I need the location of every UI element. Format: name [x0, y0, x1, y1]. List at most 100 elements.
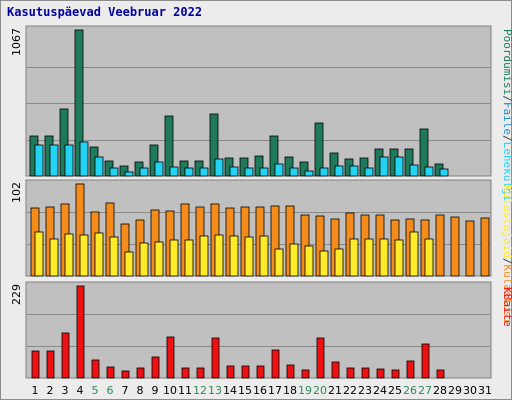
bar-Pöördumisi-15 — [239, 157, 249, 177]
bar-Külastajaid-3 — [64, 233, 74, 277]
x-tick-label: 22 — [343, 384, 357, 397]
bar-Lehekülgi-8 — [139, 167, 149, 177]
x-tick-label: 31 — [478, 384, 492, 397]
bar-Lehekülgi-25 — [394, 156, 404, 177]
bar-Külastajaid-6 — [109, 236, 119, 277]
y-axis-max-label: 102 — [10, 182, 23, 203]
bar-Külastajaid-12 — [199, 235, 209, 277]
x-tick-label: 16 — [253, 384, 267, 397]
bar-Külastajaid-13 — [214, 234, 224, 277]
bar-KBaite-23 — [361, 367, 370, 379]
bar-Lehekülgi-22 — [349, 165, 359, 177]
bar-Külastajaid-26 — [409, 231, 419, 277]
x-tick-label: 3 — [62, 384, 69, 397]
bar-Lehekülgi-27 — [424, 166, 434, 177]
legend-entry: Lehekülgi — [501, 142, 512, 202]
legend-entry: / — [501, 135, 512, 142]
bar-Lehekülgi-11 — [184, 167, 194, 177]
x-tick-label: 5 — [92, 384, 99, 397]
bar-KBaite-3 — [61, 332, 70, 379]
legend-entry: KBaite — [501, 287, 512, 327]
bar-Lehekülgi-7 — [124, 171, 134, 177]
bar-Lehekülgi-1 — [34, 144, 44, 177]
bar-Lehekülgi-17 — [274, 163, 284, 177]
series-Lehekülgi — [34, 141, 449, 177]
bar-KBaite-12 — [196, 367, 205, 379]
bar-Külastajaid-8 — [139, 242, 149, 277]
panel-3: 229 KBaite — [10, 281, 512, 379]
bar-Külastajaid-2 — [49, 238, 59, 277]
bar-Külastajaid-15 — [244, 236, 254, 277]
bar-Külastajaid-14 — [229, 235, 239, 277]
x-tick-label: 6 — [107, 384, 114, 397]
bar-KBaite-24 — [376, 368, 385, 379]
x-tick-label: 13 — [208, 384, 222, 397]
bar-Lehekülgi-18 — [289, 167, 299, 177]
bar-Pöördumisi-10 — [164, 115, 174, 177]
y-axis-max-label: 229 — [10, 284, 23, 305]
legend-entry: / — [501, 95, 512, 102]
bar-KBaite-25 — [391, 369, 400, 379]
bar-KBaite-21 — [331, 361, 340, 379]
bar-Lehekülgi-10 — [169, 166, 179, 177]
bar-Külastajaid-23 — [364, 238, 374, 277]
plot-area — [25, 25, 492, 177]
y-axis-max-label: 1067 — [10, 28, 23, 56]
bar-Pöördumisi-27 — [419, 128, 429, 177]
bar-Lehekülgi-21 — [334, 165, 344, 177]
x-tick-label: 21 — [328, 384, 342, 397]
bar-Külastajaid-10 — [169, 239, 179, 277]
bar-KBaite-9 — [151, 356, 160, 379]
bar-Külastajaid-4 — [79, 234, 89, 277]
bar-Külastajaid-27 — [424, 238, 434, 277]
bar-Külastusi-29 — [450, 216, 460, 277]
bar-Külastajaid-5 — [94, 232, 104, 277]
legend: Pöördumisi/Faile/Lehekülgi — [501, 29, 512, 201]
bar-KBaite-7 — [121, 370, 130, 379]
x-tick-label: 1 — [32, 384, 39, 397]
bar-Pöördumisi-13 — [209, 113, 219, 177]
bar-Lehekülgi-23 — [364, 167, 374, 177]
bar-Külastajaid-24 — [379, 238, 389, 277]
x-tick-label: 23 — [358, 384, 372, 397]
bar-Lehekülgi-4 — [79, 141, 89, 177]
bar-Pöördumisi-4 — [74, 29, 84, 177]
bar-KBaite-11 — [181, 367, 190, 379]
bar-Lehekülgi-16 — [259, 167, 269, 177]
bar-KBaite-26 — [406, 360, 415, 379]
bar-KBaite-17 — [271, 349, 280, 379]
legend-entry: Faile — [501, 102, 512, 135]
x-tick-label: 25 — [388, 384, 402, 397]
bar-Külastajaid-21 — [334, 248, 344, 277]
panel-2: 102 Külastajaid/Külastusi — [10, 179, 512, 324]
x-tick-label: 2 — [47, 384, 54, 397]
bar-KBaite-28 — [436, 369, 445, 379]
bar-Külastajaid-25 — [394, 239, 404, 277]
bar-KBaite-10 — [166, 336, 175, 379]
bar-Külastajaid-1 — [34, 231, 44, 277]
x-tick-label: 24 — [373, 384, 387, 397]
bar-KBaite-14 — [226, 365, 235, 379]
x-tick-label: 18 — [283, 384, 297, 397]
bar-Pöördumisi-3 — [59, 108, 69, 177]
bar-Lehekülgi-6 — [109, 167, 119, 177]
legend-entry: Pöördumisi — [501, 29, 512, 95]
x-tick-label: 9 — [152, 384, 159, 397]
bar-KBaite-27 — [421, 343, 430, 379]
bar-KBaite-4 — [76, 285, 85, 379]
bar-Külastusi-31 — [480, 217, 490, 277]
bar-Lehekülgi-3 — [64, 144, 74, 177]
x-tick-label: 17 — [268, 384, 282, 397]
bar-Külastusi-28 — [435, 214, 445, 277]
bar-KBaite-8 — [136, 367, 145, 379]
bar-Pöördumisi-19 — [299, 161, 309, 177]
bar-Lehekülgi-2 — [49, 144, 59, 177]
series-KBaite — [31, 285, 445, 379]
x-tick-label: 8 — [137, 384, 144, 397]
bar-Pöördumisi-18 — [284, 156, 294, 177]
bar-Lehekülgi-9 — [154, 161, 164, 177]
bar-KBaite-16 — [256, 365, 265, 379]
bar-Külastajaid-9 — [154, 241, 164, 277]
